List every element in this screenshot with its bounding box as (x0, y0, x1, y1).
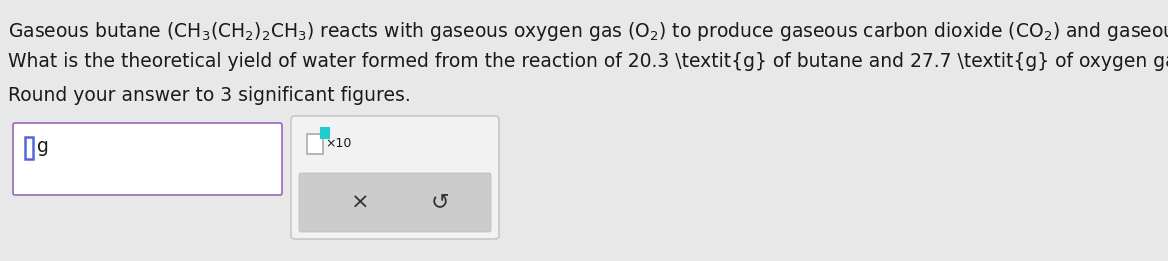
FancyBboxPatch shape (307, 134, 324, 154)
FancyBboxPatch shape (291, 116, 499, 239)
FancyBboxPatch shape (13, 123, 281, 195)
Text: ↺: ↺ (431, 193, 450, 212)
Text: Round your answer to 3 significant figures.: Round your answer to 3 significant figur… (8, 86, 411, 105)
FancyBboxPatch shape (299, 173, 491, 232)
FancyBboxPatch shape (321, 128, 329, 138)
Text: g: g (37, 137, 49, 156)
Text: Gaseous butane $\left(\mathrm{CH_3(CH_2)_2CH_3}\right)$ reacts with gaseous oxyg: Gaseous butane $\left(\mathrm{CH_3(CH_2)… (8, 20, 1168, 43)
Text: What is the theoretical yield of water formed from the reaction of 20.3 \textit{: What is the theoretical yield of water f… (8, 52, 1168, 71)
Text: ×10: ×10 (325, 137, 352, 150)
Text: ×: × (350, 193, 369, 212)
